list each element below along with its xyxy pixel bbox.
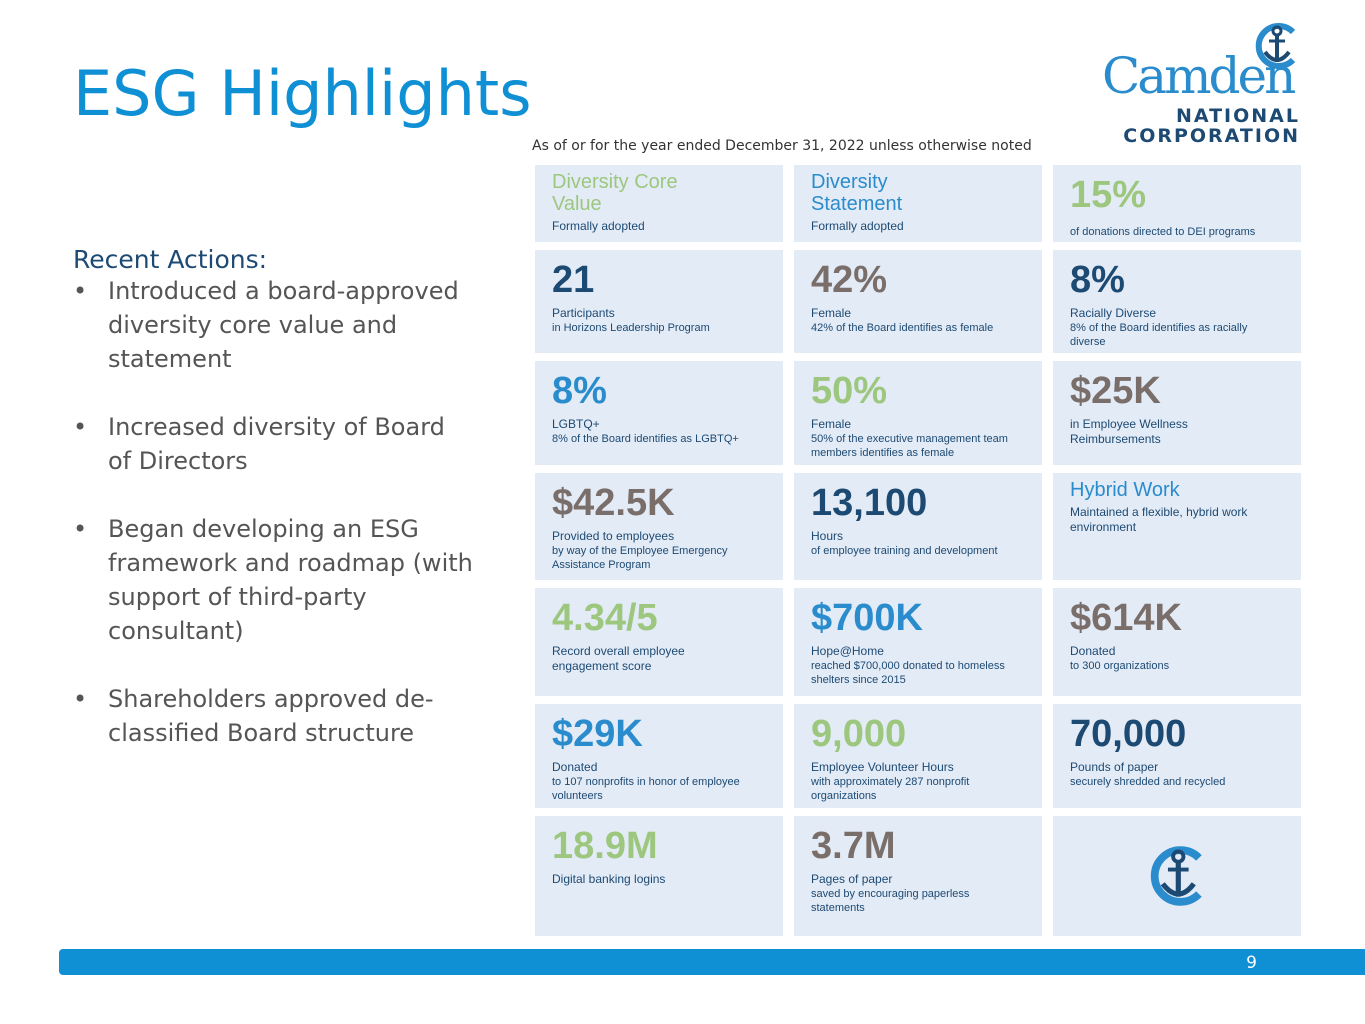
tile-label: Maintained a flexible, hybrid work envir… xyxy=(1070,505,1248,534)
tile-value: $42.5K xyxy=(552,482,675,524)
tile-label: Digital banking logins xyxy=(552,872,666,886)
tile-sub: of employee training and development xyxy=(811,545,998,557)
tile-sub: saved by encouraging paperless statement… xyxy=(811,888,970,914)
logo-tile xyxy=(1053,816,1301,936)
highlight-tile: Hybrid Work Maintained a flexible, hybrid… xyxy=(1053,473,1301,580)
recent-actions: Recent Actions: Introduced a board-appro… xyxy=(73,245,473,784)
tile-label: Formally adopted xyxy=(552,219,645,233)
highlight-tile: 18.9M Digital banking logins xyxy=(535,816,783,936)
tile-value: Diversity Statement xyxy=(811,171,903,215)
tile-value: 13,100 xyxy=(811,482,928,524)
highlights-grid: Diversity Core Value Formally adopted Dive… xyxy=(535,165,1301,936)
tile-sub: reached $700,000 donated to homeless she… xyxy=(811,660,1005,686)
tile-sub: 42% of the Board identifies as female xyxy=(811,322,994,334)
tile-sub: by way of the Employee Emergency Assista… xyxy=(552,545,728,571)
tile-value: 4.34/5 xyxy=(552,597,658,639)
highlight-tile: 21 Participants in Horizons Leadership Pro… xyxy=(535,250,783,353)
highlight-tile: 42% Female 42% of the Board identifies as … xyxy=(794,250,1042,353)
highlight-tile: 50% Female 50% of the executive management… xyxy=(794,361,1042,465)
tile-label: Donated xyxy=(1070,644,1116,658)
highlight-tile: 70,000 Pounds of paper securely shredded a… xyxy=(1053,704,1301,808)
logo-name: Camden xyxy=(1102,47,1296,105)
tile-label: Provided to employees xyxy=(552,529,675,543)
tile-sub: to 300 organizations xyxy=(1070,660,1170,672)
tile-sub: 50% of the executive management team mem… xyxy=(811,433,1008,459)
tile-sub: 8% of the Board identifies as racially d… xyxy=(1070,322,1248,348)
tile-label: LGBTQ+ xyxy=(552,417,600,431)
action-item: Increased diversity of Board of Director… xyxy=(73,410,473,478)
tile-value: $29K xyxy=(552,713,643,755)
highlight-tile: 15% of donations directed to DEI programs xyxy=(1053,165,1301,242)
tile-value: 21 xyxy=(552,259,595,301)
tile-sub: 8% of the Board identifies as LGBTQ+ xyxy=(552,433,739,445)
tile-label: Record overall employee engagement score xyxy=(552,644,685,673)
highlight-tile: $700K Hope@Home reached $700,000 donated t… xyxy=(794,588,1042,696)
highlight-tile: $614K Donated to 300 organizations xyxy=(1053,588,1301,696)
page-number: 9 xyxy=(1246,953,1257,973)
tile-label: Pounds of paper xyxy=(1070,760,1159,774)
tile-value: 9,000 xyxy=(811,713,907,755)
action-item: Shareholders approved de-classified Boar… xyxy=(73,682,473,750)
highlight-tile: 4.34/5 Record overall employee engagement… xyxy=(535,588,783,696)
recent-actions-heading: Recent Actions: xyxy=(73,245,268,274)
tile-value: Diversity Core Value xyxy=(552,171,678,215)
tile-value: 8% xyxy=(552,370,607,412)
action-item: Began developing an ESG framework and ro… xyxy=(73,512,473,648)
highlight-tile: 8% LGBTQ+ 8% of the Board identifies as LG… xyxy=(535,361,783,465)
highlight-tile: $42.5K Provided to employees by way of the… xyxy=(535,473,783,580)
tile-value: 8% xyxy=(1070,259,1125,301)
tile-value: 50% xyxy=(811,370,888,412)
date-note: As of or for the year ended December 31,… xyxy=(532,138,1032,154)
tile-label: Formally adopted xyxy=(811,219,904,233)
tile-label: Pages of paper xyxy=(811,872,893,886)
logo-sub1: NATIONAL xyxy=(1175,105,1300,127)
tile-sub: with approximately 287 nonprofit organiz… xyxy=(811,776,970,802)
highlight-tile: Diversity Statement Formally adopted xyxy=(794,165,1042,242)
highlight-tile: Diversity Core Value Formally adopted xyxy=(535,165,783,242)
tile-value: Hybrid Work xyxy=(1070,479,1180,501)
tile-label: Hours xyxy=(811,529,844,543)
anchor-icon xyxy=(1255,23,1296,69)
tile-value: 3.7M xyxy=(811,825,896,867)
footer-bar: 9 xyxy=(59,949,1365,975)
page-title: ESG Highlights xyxy=(73,57,532,130)
tile-label: Participants xyxy=(552,306,615,320)
tile-sub: of donations directed to DEI programs xyxy=(1070,226,1256,238)
tile-sub: to 107 nonprofits in honor of employee v… xyxy=(552,776,740,802)
tile-value: $614K xyxy=(1070,597,1182,639)
tile-value: $700K xyxy=(811,597,923,639)
tile-value: 15% xyxy=(1070,174,1147,216)
tile-label: Donated xyxy=(552,760,598,774)
anchor-icon xyxy=(1150,846,1202,906)
highlight-tile: 3.7M Pages of paper saved by encouraging p… xyxy=(794,816,1042,936)
highlight-tile: $29K Donated to 107 nonprofits in honor of… xyxy=(535,704,783,808)
tile-label: Female xyxy=(811,306,852,320)
tile-label: Racially Diverse xyxy=(1070,306,1157,320)
highlight-tile: $25K in Employee Wellness Reimbursements xyxy=(1053,361,1301,465)
highlight-tile: 13,100 Hours of employee training and deve… xyxy=(794,473,1042,580)
tile-sub: in Horizons Leadership Program xyxy=(552,322,710,334)
logo-sub2: CORPORATION xyxy=(1123,125,1300,147)
tile-sub: securely shredded and recycled xyxy=(1070,776,1226,788)
tile-label: Female xyxy=(811,417,852,431)
tile-label: in Employee Wellness Reimbursements xyxy=(1070,417,1188,446)
camden-logo: Camden NATIONAL CORPORATION xyxy=(1100,22,1300,147)
tile-label: Employee Volunteer Hours xyxy=(811,760,954,774)
tile-value: 18.9M xyxy=(552,825,658,867)
highlight-tile: 9,000 Employee Volunteer Hours with approx… xyxy=(794,704,1042,808)
action-item: Introduced a board-approved diversity co… xyxy=(73,274,473,376)
tile-value: 70,000 xyxy=(1070,713,1187,755)
tile-value: $25K xyxy=(1070,370,1161,412)
highlight-tile: 8% Racially Diverse 8% of the Board identi… xyxy=(1053,250,1301,353)
tile-value: 42% xyxy=(811,259,888,301)
tile-label: Hope@Home xyxy=(811,644,884,658)
